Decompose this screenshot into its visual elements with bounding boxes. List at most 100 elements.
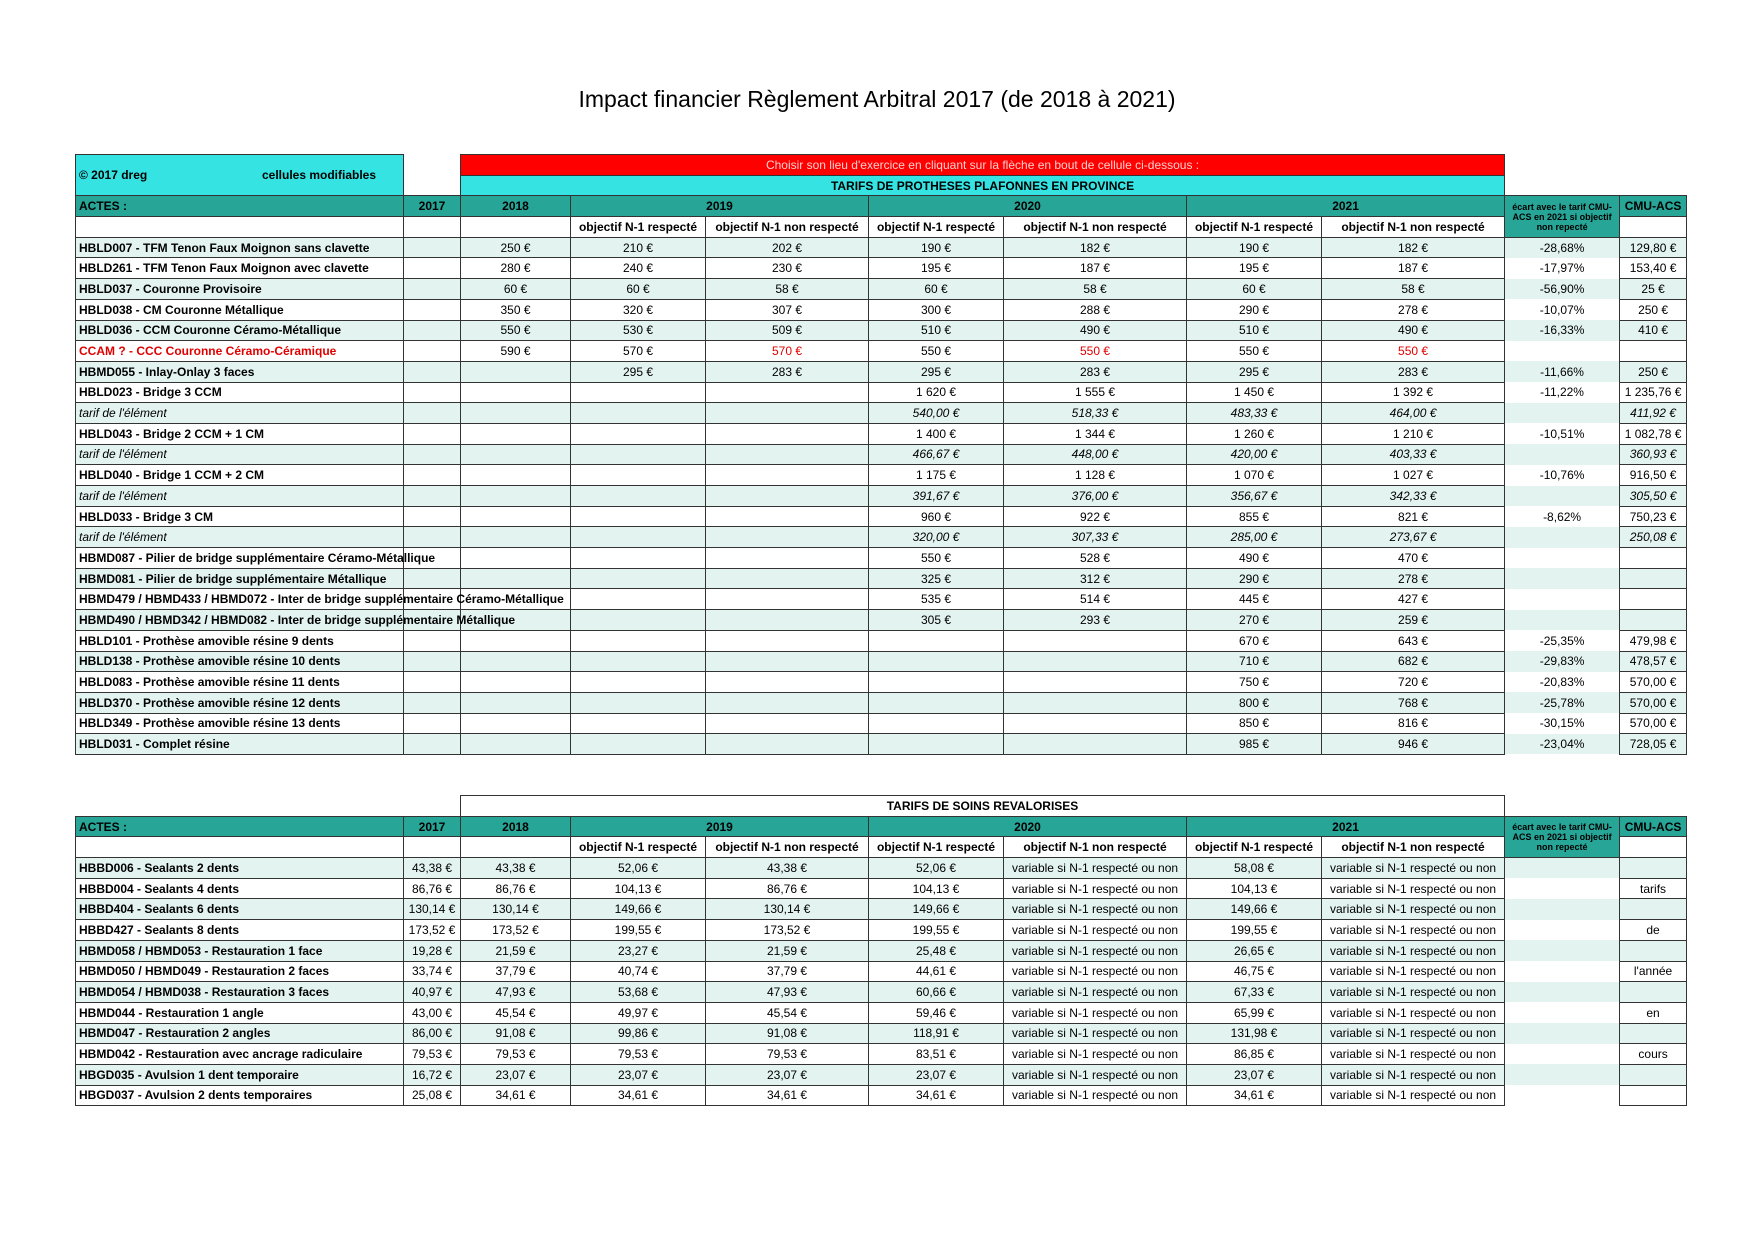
cell — [1504, 609, 1621, 631]
act-label: HBLD038 - CM Couronne Métallique — [75, 298, 404, 321]
cell: 250 € — [1619, 298, 1688, 321]
cell: variable si N-1 respecté ou non — [1003, 919, 1187, 941]
cell: variable si N-1 respecté ou non — [1003, 857, 1187, 879]
cell — [1504, 547, 1621, 569]
subheader: objectif N-1 respecté — [570, 836, 706, 859]
cell — [1504, 919, 1621, 941]
cell: 643 € — [1320, 629, 1506, 652]
act-label: HBLD037 - Couronne Provisoire — [75, 278, 404, 300]
cell — [570, 443, 706, 466]
cell: 47,93 € — [705, 981, 869, 1003]
header-year: 2018 — [460, 815, 571, 838]
cell: 376,00 € — [1003, 485, 1187, 507]
header-row: ACTES :2017 2018 2019 2020 2021 écart avec le… — [75, 815, 1688, 859]
cell: tarifs — [1619, 877, 1688, 900]
cell: 1 555 € — [1003, 381, 1187, 404]
cell: -11,22% — [1504, 382, 1621, 403]
cell — [403, 691, 461, 714]
cell — [1619, 1084, 1688, 1107]
cell: 570,00 € — [1619, 712, 1688, 735]
cell — [570, 526, 706, 549]
cell: variable si N-1 respecté ou non — [1003, 960, 1187, 983]
subheader: objectif N-1 non respecté — [1320, 836, 1506, 859]
blank — [1505, 155, 1687, 196]
cell: 305,50 € — [1619, 485, 1688, 507]
cell — [403, 443, 461, 466]
cell — [460, 485, 571, 507]
cell: 1 392 € — [1320, 381, 1506, 404]
cell: -20,83% — [1504, 671, 1621, 693]
cell: 273,67 € — [1320, 526, 1506, 549]
cell: 483,33 € — [1186, 402, 1322, 424]
cell — [403, 298, 461, 321]
cell: 410 € — [1619, 319, 1688, 342]
act-label: HBLD101 - Prothèse amovible résine 9 den… — [75, 629, 404, 652]
blank — [460, 836, 571, 859]
cell: 1 260 € — [1186, 422, 1322, 445]
data-row: HBLD023 - Bridge 3 CCM 1 620 €1 555 €1 45… — [75, 381, 1688, 404]
cell: 19,28 € — [403, 939, 461, 962]
data-row: HBLD043 - Bridge 2 CCM + 1 CM 1 400 €1 34… — [75, 422, 1688, 445]
cell: 129,80 € — [1619, 236, 1688, 259]
cell: 149,66 € — [868, 898, 1004, 921]
cell — [1504, 588, 1621, 610]
cell: 60 € — [460, 278, 571, 300]
cell: 130,14 € — [705, 898, 869, 921]
blank — [403, 836, 461, 859]
cell — [705, 464, 869, 486]
cell — [1504, 1023, 1621, 1044]
top-row: © 2017 dreg cellules modifiables Choisir s… — [75, 153, 1687, 197]
cell — [1504, 898, 1621, 920]
cell: 43,38 € — [705, 857, 869, 879]
data-row: HBLD138 - Prothèse amovible résine 10 de… — [75, 650, 1688, 673]
cell: 478,57 € — [1619, 650, 1688, 673]
act-label: HBMD050 / HBMD049 - Restauration 2 faces — [75, 960, 404, 983]
cell: 550 € — [1003, 340, 1187, 362]
blank — [403, 216, 461, 238]
cell: -28,68% — [1504, 237, 1621, 258]
cell — [570, 588, 706, 611]
cell: 510 € — [1186, 319, 1322, 342]
cell: 922 € — [1003, 505, 1187, 528]
data-row: HBLD349 - Prothèse amovible résine 13 de… — [75, 712, 1688, 735]
cell: -11,66% — [1504, 361, 1621, 383]
cell: 320 € — [570, 298, 706, 321]
cell — [1003, 691, 1187, 714]
cell: 295 € — [1186, 360, 1322, 383]
cell: 1 175 € — [868, 464, 1004, 486]
cell: variable si N-1 respecté ou non — [1320, 1063, 1506, 1086]
act-label: tarif de l'élément — [75, 402, 404, 424]
cell: 190 € — [868, 236, 1004, 259]
data-row: HBGD035 - Avulsion 1 dent temporaire 16,7… — [75, 1063, 1688, 1086]
banner: TARIFS DE PROTHESES PLAFONNES EN PROVINC… — [459, 174, 1506, 197]
header-cmu: CMU-ACS — [1619, 815, 1688, 838]
cell: 58 € — [705, 278, 869, 300]
cell: 307,33 € — [1003, 526, 1187, 549]
data-row: HBBD404 - Sealants 6 dents 130,14 €130,14… — [75, 898, 1688, 921]
data-row: HBLD261 - TFM Tenon Faux Moignon avec cl… — [75, 257, 1688, 280]
cell — [460, 464, 571, 486]
cell — [1504, 340, 1621, 362]
data-row: HBMD054 / HBMD038 - Restauration 3 faces… — [75, 981, 1688, 1003]
cell — [460, 691, 571, 714]
act-label: HBMD054 / HBMD038 - Restauration 3 faces — [75, 981, 404, 1003]
act-label: HBLD043 - Bridge 2 CCM + 1 CM — [75, 422, 404, 445]
cell: 514 € — [1003, 588, 1187, 611]
cell — [460, 712, 571, 735]
cell: 535 € — [868, 588, 1004, 611]
cell: 293 € — [1003, 609, 1187, 631]
cell — [403, 505, 461, 528]
cell — [1504, 1043, 1621, 1065]
cell: 278 € — [1320, 298, 1506, 321]
cell — [403, 257, 461, 280]
cell: 23,27 € — [570, 939, 706, 962]
header-ecart: écart avec le tarif CMU-ACS en 2021 si o… — [1504, 815, 1621, 859]
cell: 210 € — [570, 236, 706, 259]
cell — [1003, 629, 1187, 652]
cell: 99,86 € — [570, 1022, 706, 1045]
cell — [1003, 712, 1187, 735]
cell: 23,07 € — [460, 1063, 571, 1086]
cell: 570 € — [705, 340, 869, 362]
cell: 104,13 € — [1186, 877, 1322, 900]
cell: 550 € — [868, 340, 1004, 362]
